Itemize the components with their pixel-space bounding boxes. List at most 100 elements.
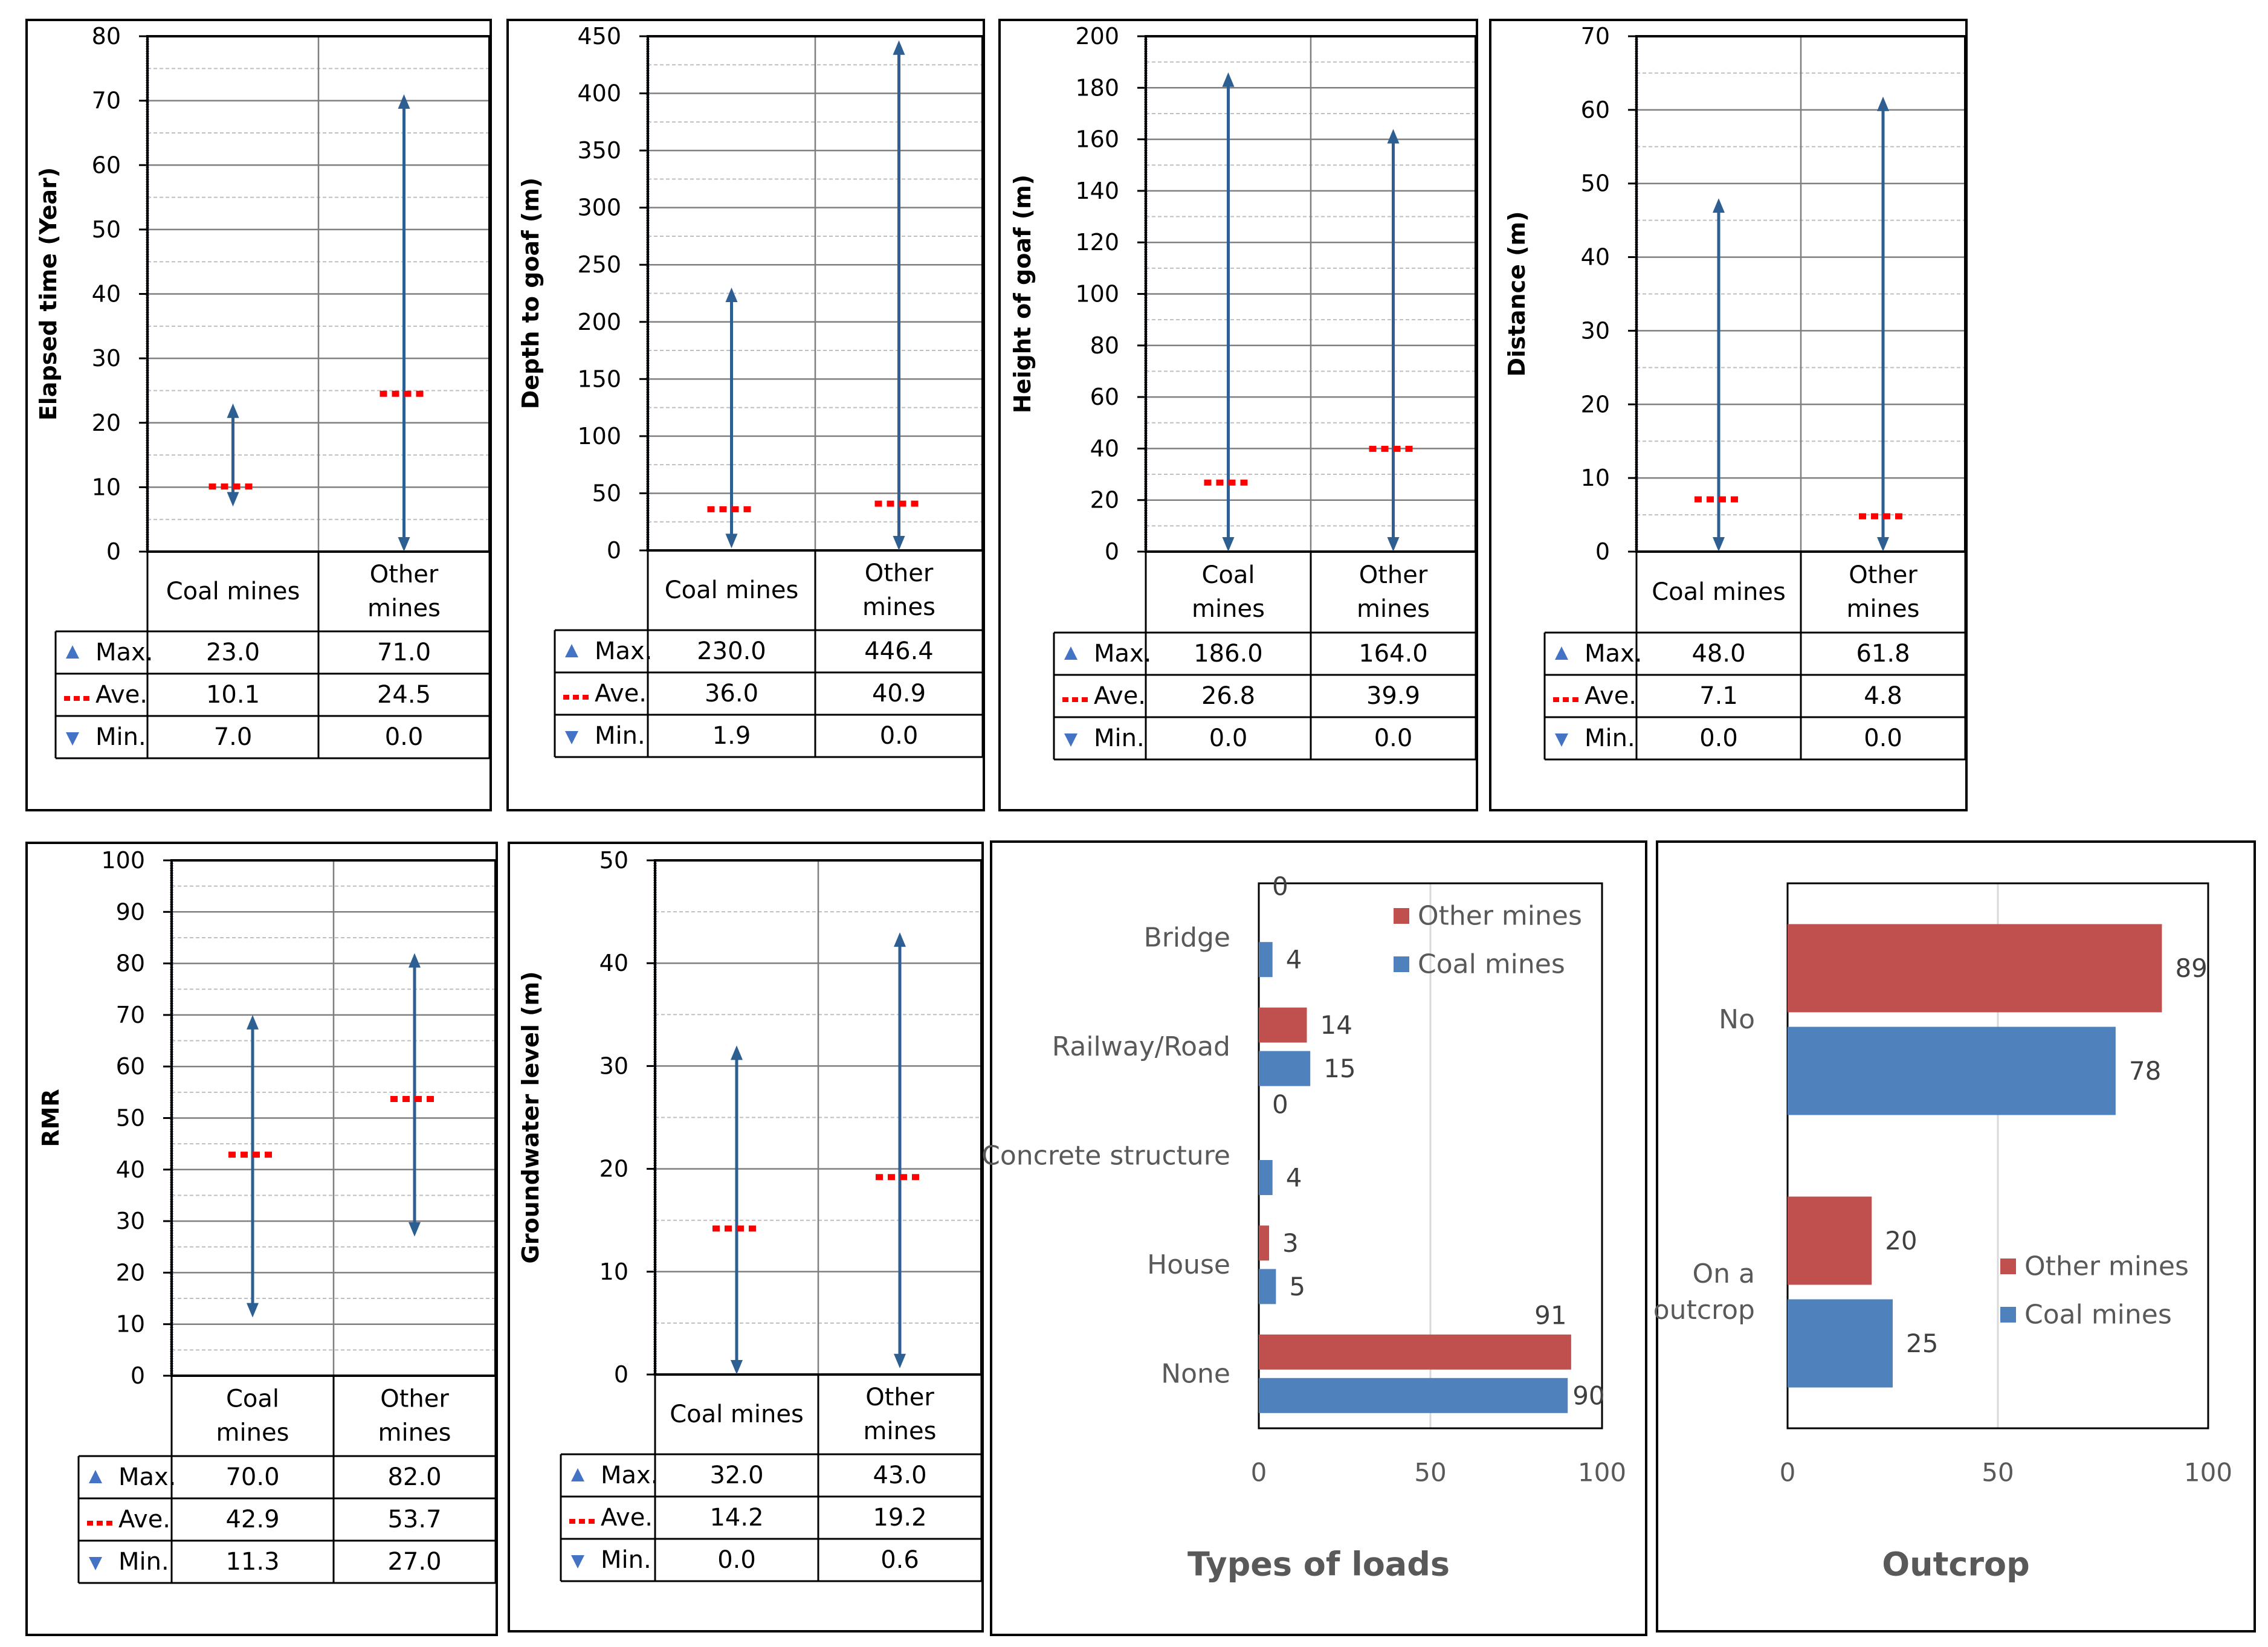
y-tick-label: 100: [1075, 281, 1119, 308]
category-label: mines: [378, 1419, 451, 1447]
table-value: 82.0: [387, 1463, 441, 1491]
bar-coal-mines: [1259, 942, 1273, 978]
min-arrowhead: [1222, 537, 1235, 552]
row-label: Min.: [118, 1548, 169, 1576]
max-legend-marker: [565, 644, 578, 657]
table-value: 164.0: [1359, 640, 1428, 668]
data-table: Coal mines Other mines Max. 32.0 43.0 Ave. 14.2…: [560, 1375, 983, 1582]
row-label: Ave.: [118, 1506, 170, 1533]
table-value: 14.2: [709, 1504, 763, 1532]
table-value: 53.7: [387, 1506, 441, 1533]
max-arrowhead: [227, 403, 239, 418]
panel-frame: [25, 842, 498, 1636]
range-chart-panel-2: 0 50 100 150 200 250 300 350 400 450 Depth to goaf…: [506, 19, 985, 811]
category-label: mines: [864, 1417, 937, 1445]
max-arrowhead: [731, 1045, 743, 1060]
legend: Other mines Coal mines: [2000, 1251, 2189, 1330]
table-value: 0.0: [717, 1546, 756, 1574]
bar-coal-mines: [1259, 1051, 1311, 1086]
chart-title: Outcrop: [1882, 1545, 2030, 1584]
category-label: mines: [1357, 595, 1430, 623]
data-label: 3: [1282, 1228, 1299, 1258]
min-legend-marker: [571, 1555, 584, 1568]
bar-other-mines: [1259, 1334, 1571, 1370]
data-label: 5: [1289, 1272, 1305, 1301]
max-legend-marker: [1555, 646, 1568, 660]
y-tick-label: 20: [116, 1259, 145, 1286]
max-legend-marker: [1064, 646, 1077, 660]
max-legend-marker: [571, 1468, 584, 1481]
table-value: 23.0: [206, 639, 260, 666]
category-label: mines: [862, 593, 935, 621]
data-label: 90: [1572, 1381, 1604, 1410]
y-tick-label: 10: [92, 474, 121, 500]
range-chart-panel-4: 0 10 20 30 40 50 60 70 Distance (m) Coal mines Oth…: [1489, 19, 1968, 811]
y-tick-label: 30: [599, 1052, 628, 1079]
row-label: Ave.: [95, 681, 147, 709]
max-arrowhead: [409, 953, 421, 968]
row-label: Min.: [1094, 724, 1145, 752]
min-arrowhead: [1877, 537, 1889, 552]
y-tick-label: 10: [116, 1311, 145, 1338]
table-value: 1.9: [712, 722, 751, 750]
category-label: Railway/Road: [1052, 1031, 1230, 1062]
y-tick-label: 0: [106, 538, 121, 565]
y-tick-label: 140: [1075, 178, 1119, 204]
table-value: 70.0: [225, 1463, 279, 1491]
min-legend-marker: [565, 731, 578, 744]
max-arrowhead: [725, 288, 738, 303]
y-tick-label: 70: [1581, 23, 1610, 50]
category-label: mines: [1847, 595, 1920, 623]
table-value: 0.0: [1209, 724, 1248, 752]
max-arrowhead: [247, 1014, 259, 1030]
y-tick-label: 160: [1075, 126, 1119, 153]
table-value: 43.0: [873, 1462, 926, 1489]
y-axis-label: RMR: [37, 1089, 64, 1147]
table-value: 61.8: [1856, 640, 1910, 668]
y-tick-label: 80: [92, 23, 121, 50]
y-tick-label: 250: [577, 251, 621, 278]
max-arrowhead: [398, 94, 410, 109]
y-tick-label: 30: [92, 345, 121, 372]
bar-other-mines: [1259, 1225, 1270, 1261]
panel-frame: [1489, 19, 1968, 811]
table-value: 26.8: [1201, 682, 1255, 710]
bar-coal-mines: [1259, 1269, 1276, 1304]
y-tick-label: 0: [131, 1362, 145, 1389]
table-value: 0.0: [1699, 724, 1738, 752]
min-arrowhead: [1387, 537, 1400, 552]
category-label: Other: [1849, 561, 1917, 589]
data-label: 4: [1286, 1163, 1302, 1193]
y-tick-label: 200: [577, 309, 621, 335]
data-label: 4: [1286, 945, 1302, 975]
y-tick-label: 40: [1090, 435, 1119, 462]
y-tick-label: 60: [1581, 97, 1610, 123]
y-tick-label: 300: [577, 195, 621, 221]
y-tick-label: 0: [1105, 538, 1119, 565]
y-tick-label: 400: [577, 80, 621, 107]
y-tick-label: 20: [599, 1156, 628, 1182]
table-value: 7.0: [214, 723, 253, 751]
bar-coal-mines: [1259, 1160, 1273, 1195]
category-label: Other: [865, 559, 934, 587]
bar-coal-mines: [1788, 1299, 1893, 1388]
y-tick-label: 180: [1075, 74, 1119, 101]
y-tick-label: 10: [1581, 465, 1610, 491]
category-label: Other: [370, 561, 439, 588]
category-label: No: [1719, 1004, 1755, 1035]
range-chart-panel-5: 0 10 20 30 40 50 60 70 80 90 100 RMR Coal mines Other m…: [25, 842, 498, 1636]
row-label: Min.: [595, 722, 645, 750]
y-tick-label: 50: [599, 847, 628, 874]
table-value: 36.0: [705, 680, 758, 707]
table-value: 7.1: [1699, 682, 1738, 710]
legend-swatch: [2000, 1259, 2016, 1274]
y-tick-label: 50: [116, 1105, 145, 1132]
y-tick-label: 90: [116, 898, 145, 925]
min-legend-marker: [66, 732, 79, 746]
data-table: Coal mines Other mines Max. 23.0 71.0 Ave. 10.1…: [54, 552, 491, 759]
table-value: 0.0: [385, 723, 424, 751]
data-label: 25: [1906, 1329, 1938, 1358]
y-tick-label: 30: [1581, 317, 1610, 344]
row-label: Max.: [595, 637, 652, 665]
